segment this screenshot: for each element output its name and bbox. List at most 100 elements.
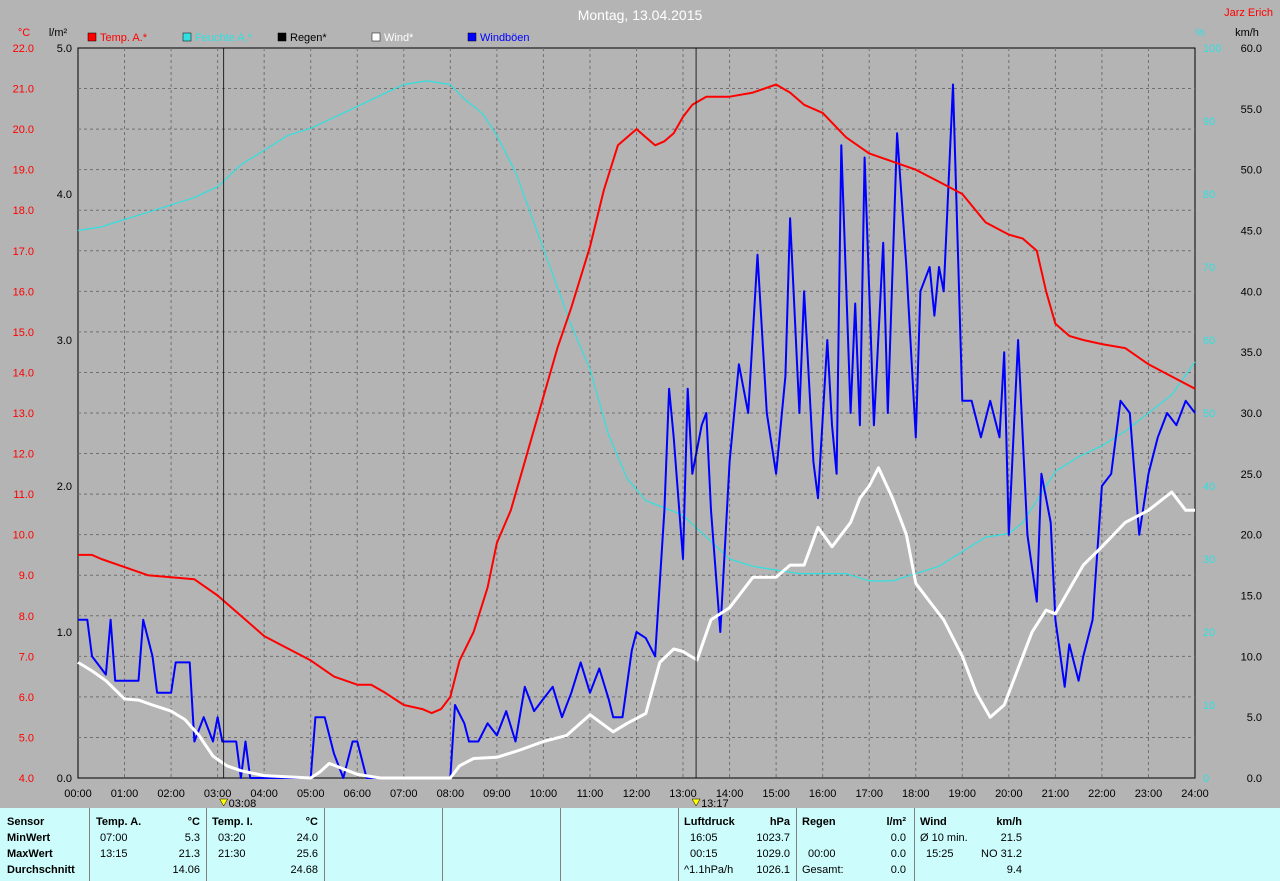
temp-a-max: 21.3: [178, 848, 200, 860]
humidity-tick-label: 40: [1203, 481, 1215, 493]
x-tick-label: 04:00: [250, 788, 278, 800]
humidity-tick-label: 70: [1203, 262, 1215, 274]
humidity-tick-label: 0: [1203, 773, 1209, 785]
rain-max-time: 00:00: [808, 848, 836, 860]
marker-label: 03:08: [229, 798, 257, 808]
rain-unit: l/m²: [886, 816, 906, 828]
rain-tick-label: 1.0: [57, 627, 72, 639]
temp-tick-label: 6.0: [19, 692, 34, 704]
temp-tick-label: 12.0: [13, 449, 34, 461]
x-tick-label: 16:00: [809, 788, 837, 800]
temp-tick-label: 17.0: [13, 246, 34, 258]
legend-swatch: [182, 32, 192, 42]
temp-line: [78, 83, 1196, 715]
x-tick-label: 21:00: [1042, 788, 1070, 800]
temp-tick-label: 19.0: [13, 165, 34, 177]
x-tick-label: 00:00: [64, 788, 92, 800]
time-markers: 03:08 13:17: [219, 48, 729, 808]
wind-unit: km/h: [996, 816, 1022, 828]
temp-i-avg: 24.68: [290, 864, 318, 876]
x-tick-label: 22:00: [1088, 788, 1116, 800]
legend-label: Wind*: [384, 32, 414, 44]
temp-a-header: Temp. A.: [96, 816, 142, 828]
legend-label: Feuchte A.*: [195, 32, 253, 44]
x-tick-label: 01:00: [111, 788, 139, 800]
gust-line: [78, 83, 1196, 779]
temp-tick-label: 7.0: [19, 651, 34, 663]
pressure-avg: 1026.1: [756, 864, 790, 876]
temp-axis-unit: °C: [18, 27, 30, 39]
legend-swatch: [371, 32, 381, 42]
max-label: MaxWert: [7, 848, 53, 860]
x-tick-label: 08:00: [437, 788, 465, 800]
temp-i-max: 25.6: [296, 848, 318, 860]
wind-tick-label: 45.0: [1241, 226, 1262, 238]
temp-a-min: 5.3: [184, 832, 200, 844]
x-tick-label: 19:00: [949, 788, 977, 800]
humidity-tick-label: 30: [1203, 554, 1215, 566]
pressure-min-time: 16:05: [690, 832, 718, 844]
rain-max: 0.0: [890, 848, 906, 860]
x-tick-label: 18:00: [902, 788, 930, 800]
wind-tick-label: 20.0: [1241, 530, 1262, 542]
temp-tick-label: 13.0: [13, 408, 34, 420]
chart-title: Montag, 13.04.2015: [578, 7, 703, 23]
stats-table: Sensor MinWert MaxWert Durchschnitt Temp…: [0, 808, 1280, 881]
humidity-tick-label: 20: [1203, 627, 1215, 639]
temp-tick-label: 11.0: [13, 489, 34, 501]
rain-tick-label: 5.0: [57, 43, 72, 55]
x-tick-label: 06:00: [343, 788, 371, 800]
wind-axis-unit: km/h: [1235, 27, 1259, 39]
rain-min: 0.0: [890, 832, 906, 844]
wind-avg10-label: Ø 10 min.: [920, 832, 968, 844]
temp-tick-label: 22.0: [13, 43, 34, 55]
rain-total: 0.0: [890, 864, 906, 876]
wind-line: [77, 466, 1195, 780]
temp-tick-label: 5.0: [19, 732, 34, 744]
pressure-max: 1029.0: [756, 848, 790, 860]
temp-i-header: Temp. I.: [212, 816, 253, 828]
legend-label: Temp. A.*: [100, 32, 148, 44]
humidity-tick-label: 50: [1203, 408, 1215, 420]
marker-icon: [219, 798, 229, 807]
x-tick-label: 14:00: [716, 788, 744, 800]
wind-tick-label: 35.0: [1241, 347, 1262, 359]
pressure-header: Luftdruck: [684, 816, 735, 828]
x-tick-label: 15:00: [762, 788, 790, 800]
temp-tick-label: 9.0: [19, 570, 34, 582]
wind-avg: 9.4: [1006, 864, 1022, 876]
humidity-tick-label: 10: [1203, 700, 1215, 712]
humidity-axis-unit: %: [1195, 27, 1205, 39]
x-tick-label: 23:00: [1135, 788, 1163, 800]
x-tick-label: 20:00: [995, 788, 1023, 800]
humidity-tick-label: 80: [1203, 189, 1215, 201]
pressure-trend: ^1.1hPa/h: [684, 864, 734, 876]
wind-gust-time: 15:25: [926, 848, 954, 860]
humidity-tick-label: 90: [1203, 116, 1215, 128]
temp-tick-label: 8.0: [19, 611, 34, 623]
pressure-unit: hPa: [769, 816, 790, 828]
wind-tick-label: 5.0: [1247, 712, 1262, 724]
temp-a-unit: °C: [187, 816, 200, 828]
x-tick-label: 02:00: [157, 788, 185, 800]
x-tick-label: 24:00: [1181, 788, 1209, 800]
temp-tick-label: 4.0: [19, 773, 34, 785]
wind-tick-label: 50.0: [1241, 165, 1262, 177]
x-tick-label: 10:00: [530, 788, 558, 800]
wind-tick-label: 0.0: [1247, 773, 1262, 785]
x-tick-label: 05:00: [297, 788, 325, 800]
rain-tick-label: 4.0: [57, 189, 72, 201]
rain-tick-label: 3.0: [57, 335, 72, 347]
wind-tick-label: 40.0: [1241, 286, 1262, 298]
chart-legend: Temp. A.* Feuchte A.* Regen* Wind* Windböen: [87, 32, 530, 44]
x-tick-label: 17:00: [855, 788, 883, 800]
temp-tick-label: 20.0: [13, 124, 34, 136]
avg-label: Durchschnitt: [7, 864, 75, 876]
temp-i-min-time: 03:20: [218, 832, 246, 844]
x-tick-label: 07:00: [390, 788, 418, 800]
author-label: Jarz Erich: [1224, 7, 1273, 19]
temp-tick-label: 16.0: [13, 286, 34, 298]
wind-header: Wind: [920, 816, 947, 828]
wind-tick-label: 10.0: [1241, 651, 1262, 663]
humidity-line: [77, 80, 1196, 582]
